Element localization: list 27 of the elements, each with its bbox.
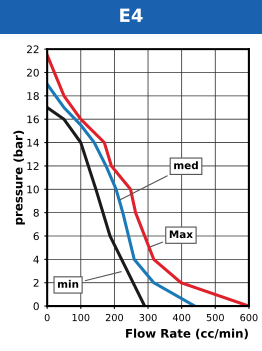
y-tick-label: 4 (33, 256, 39, 264)
x-tick-label: 500 (206, 314, 224, 322)
chart-title: E4 (120, 8, 143, 22)
x-tick-label: 600 (240, 314, 258, 322)
line-series (47, 106, 146, 306)
annotation: med (174, 161, 198, 170)
y-tick-label: 10 (27, 186, 39, 194)
y-tick-label: 8 (34, 208, 39, 217)
x-tick-label: 100 (72, 314, 90, 322)
annotation: Max (170, 230, 193, 238)
annotation: min (58, 280, 78, 288)
y-tick-label: 14 (27, 138, 39, 147)
y-tick-label: 6 (34, 232, 39, 240)
y-axis-title: pressure (bar) (13, 130, 25, 224)
line-series (47, 82, 196, 306)
x-tick-label: 300 (139, 314, 157, 322)
y-tick-label: 22 (27, 45, 38, 54)
y-tick-label: 12 (27, 162, 38, 170)
y-tick-label: 18 (27, 92, 39, 100)
x-tick-label: 400 (172, 314, 190, 322)
x-axis-title: Flow Rate (cc/min) (126, 328, 248, 340)
y-tick-label: 16 (27, 115, 39, 124)
x-tick-label: 0 (44, 314, 50, 322)
x-tick-label: 200 (106, 314, 124, 322)
y-tick-label: 20 (27, 68, 39, 77)
y-tick-label: 2 (34, 278, 38, 287)
y-tick-label: 0 (34, 302, 39, 310)
